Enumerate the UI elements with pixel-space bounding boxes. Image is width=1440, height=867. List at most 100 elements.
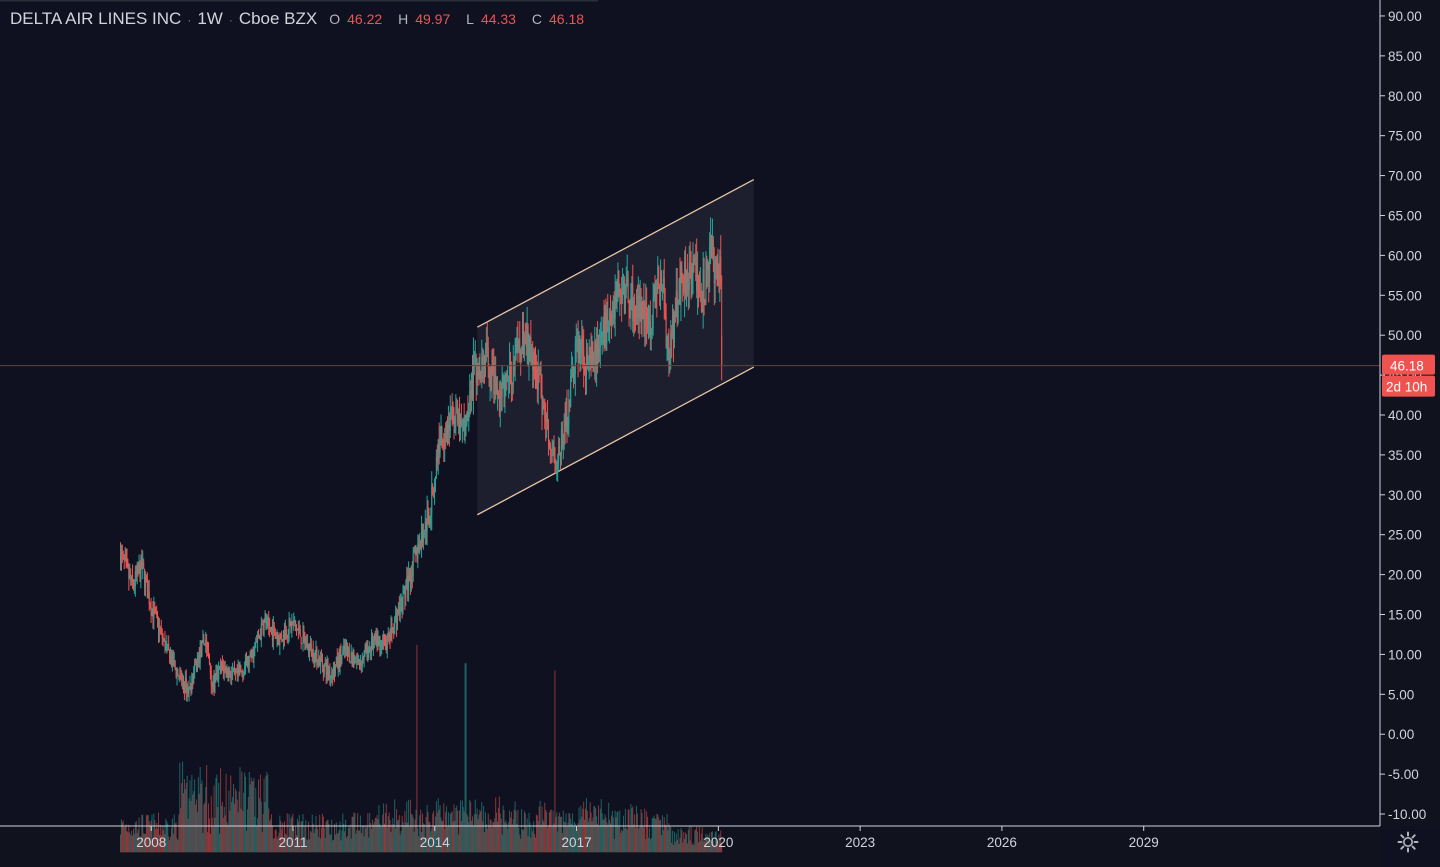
volume-bar xyxy=(120,819,122,853)
time-tick-label: 2023 xyxy=(845,835,875,850)
volume-bar xyxy=(197,776,199,853)
candle-body xyxy=(276,637,278,639)
candle-body xyxy=(482,355,484,366)
candle-body xyxy=(142,561,144,568)
candle-body xyxy=(662,277,664,289)
candle-body xyxy=(574,342,576,375)
time-tick-label: 2020 xyxy=(703,835,733,850)
candle-body xyxy=(650,330,652,336)
candle-body xyxy=(671,331,673,338)
price-tick-label: 80.00 xyxy=(1388,89,1422,104)
candle-body xyxy=(359,662,361,666)
candle-body xyxy=(676,291,678,322)
volume-bar xyxy=(190,801,192,853)
volume-bar xyxy=(556,812,558,853)
candle-body xyxy=(266,618,268,626)
candle-body xyxy=(619,290,621,296)
volume-bar xyxy=(149,824,151,853)
candle-body xyxy=(414,549,416,553)
volume-bar xyxy=(602,819,604,853)
volume-bar xyxy=(393,824,395,853)
volume-bar xyxy=(442,820,444,853)
candle-body xyxy=(383,635,385,645)
volume-bar xyxy=(542,819,544,853)
candle-body xyxy=(476,371,478,383)
candle-body xyxy=(622,282,624,289)
volume-bar xyxy=(184,789,186,853)
volume-bar xyxy=(415,809,417,853)
volume-bar xyxy=(213,785,215,853)
volume-bar xyxy=(519,834,521,853)
volume-bar xyxy=(418,836,420,853)
volume-bar xyxy=(134,822,136,853)
candle-body xyxy=(622,288,624,301)
candle-body xyxy=(524,336,526,342)
volume-bar xyxy=(311,814,313,853)
candle-body xyxy=(366,644,368,654)
volume-bar xyxy=(345,819,347,853)
candle-body xyxy=(308,647,310,653)
volume-bar xyxy=(379,823,381,853)
candle-body xyxy=(530,337,532,364)
symbol-name[interactable]: DELTA AIR LINES INC xyxy=(10,9,182,28)
candle-body xyxy=(279,634,281,646)
volume-bar xyxy=(549,810,551,853)
volume-bar xyxy=(240,808,242,853)
candle-body xyxy=(680,266,682,299)
volume-bar xyxy=(512,818,514,853)
volume-bar xyxy=(560,816,562,853)
candle-body xyxy=(147,591,149,599)
volume-bar xyxy=(597,824,599,853)
volume-bar xyxy=(183,793,185,853)
volume-bar xyxy=(248,771,250,853)
candle-body xyxy=(283,630,285,640)
candle-body xyxy=(710,240,712,243)
volume-bar xyxy=(588,818,590,853)
volume-bar xyxy=(610,823,612,853)
volume-bar xyxy=(363,836,365,853)
volume-bar xyxy=(589,802,591,853)
candle-body xyxy=(479,368,481,378)
candle-body xyxy=(166,644,168,646)
volume-bar xyxy=(448,826,450,853)
volume-bar xyxy=(230,775,232,853)
volume-bar xyxy=(231,802,233,853)
price-tick-label: 10.00 xyxy=(1388,647,1422,662)
candle-body xyxy=(355,661,357,663)
gear-icon[interactable] xyxy=(1396,830,1420,854)
candle-body xyxy=(460,420,462,426)
volume-bar xyxy=(634,814,636,853)
volume-bar xyxy=(256,825,258,853)
candle-body xyxy=(640,302,642,328)
candle-body xyxy=(310,644,312,657)
candle-body xyxy=(382,640,384,645)
candle-body xyxy=(446,423,448,428)
volume-bar xyxy=(485,824,487,853)
volume-bar xyxy=(126,830,128,853)
candle-body xyxy=(499,396,501,412)
candle-body xyxy=(704,301,706,303)
volume-bar xyxy=(544,802,546,853)
volume-bar xyxy=(440,817,442,853)
volume-bar xyxy=(258,798,260,853)
candle-body xyxy=(323,664,325,673)
candle-body xyxy=(192,674,194,684)
channel-lower-line xyxy=(477,366,755,516)
candle-body xyxy=(290,622,292,630)
candle-body xyxy=(409,573,411,581)
candle-body xyxy=(636,306,638,318)
volume-bar xyxy=(377,819,379,853)
candle-body xyxy=(130,574,132,581)
candle-body xyxy=(215,673,217,677)
volume-bar xyxy=(445,812,447,853)
candle-body xyxy=(641,303,643,328)
candle-body xyxy=(286,636,288,638)
volume-bar xyxy=(545,809,547,853)
volume-bar xyxy=(420,809,422,853)
volume-bar xyxy=(304,826,306,853)
candle-body xyxy=(480,377,482,379)
candle-body xyxy=(572,366,574,370)
volume-bar xyxy=(447,812,449,853)
interval-label[interactable]: 1W xyxy=(197,9,223,28)
